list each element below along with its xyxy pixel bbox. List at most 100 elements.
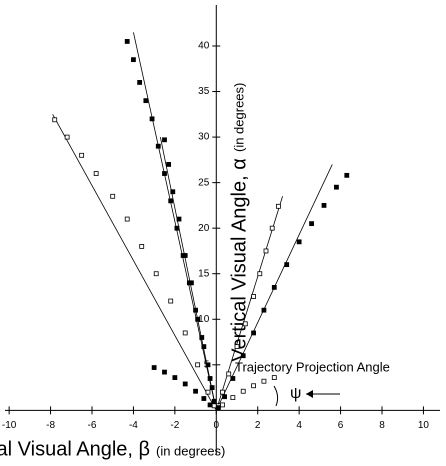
data-point — [168, 198, 174, 204]
x-tick-label: -4 — [129, 420, 138, 431]
x-tick-label: 2 — [255, 420, 261, 431]
data-point — [64, 134, 70, 140]
data-point — [269, 225, 275, 231]
data-point — [334, 184, 339, 190]
data-point — [162, 137, 167, 143]
data-point — [276, 203, 281, 209]
data-point — [79, 152, 85, 158]
data-point — [220, 402, 225, 408]
data-point — [166, 162, 172, 167]
x-axis-unit: (in degrees) — [156, 443, 225, 458]
data-point — [189, 280, 194, 286]
y-label-group: Vertical Visual Angle, α (in degrees) — [228, 83, 250, 362]
data-point — [155, 143, 161, 149]
data-point — [234, 344, 240, 349]
x-tick-label: 6 — [338, 420, 344, 431]
y-tick-label: 25 — [198, 177, 210, 188]
data-point — [251, 294, 256, 299]
data-point — [222, 394, 227, 400]
data-point — [201, 396, 207, 401]
data-point — [124, 216, 130, 222]
data-point — [226, 371, 232, 377]
data-point — [199, 335, 205, 340]
y-axis-label: Vertical Visual Angle, α — [228, 158, 250, 362]
data-point — [176, 216, 182, 222]
data-point — [131, 57, 136, 63]
x-tick-label: -2 — [170, 420, 179, 431]
data-point — [205, 389, 211, 395]
data-point — [143, 98, 149, 104]
data-point — [139, 243, 145, 249]
data-point — [215, 405, 221, 411]
data-point — [195, 362, 201, 368]
data-point — [271, 375, 277, 380]
data-point — [242, 321, 248, 327]
data-point — [195, 316, 201, 322]
data-point — [172, 375, 178, 380]
x-tick-label: 4 — [296, 420, 302, 431]
y-tick-label: 20 — [198, 223, 210, 234]
data-point — [240, 353, 246, 359]
data-point — [151, 365, 157, 370]
data-point — [251, 383, 256, 389]
angle-arc — [273, 385, 279, 407]
data-point — [110, 193, 116, 199]
data-point — [211, 398, 217, 404]
data-point — [284, 262, 290, 268]
x-tick-label: 0 — [214, 420, 220, 431]
data-point — [207, 402, 213, 408]
data-point — [193, 388, 198, 394]
data-point — [162, 171, 167, 176]
arrow-head — [306, 390, 313, 398]
data-point — [220, 389, 225, 395]
x-tick-label: -6 — [88, 420, 97, 431]
data-point — [162, 369, 167, 375]
data-point — [137, 80, 143, 85]
y-tick-label: 15 — [198, 268, 210, 279]
data-point — [168, 298, 174, 304]
y-tick-label: 30 — [198, 132, 210, 143]
data-point — [296, 239, 302, 245]
data-point — [230, 395, 236, 401]
data-point — [251, 330, 256, 336]
data-point — [344, 172, 350, 178]
x-tick-label: -8 — [46, 420, 55, 431]
x-tick-label: 10 — [418, 420, 430, 431]
data-point — [124, 39, 130, 44]
data-point — [182, 253, 188, 258]
data-point — [205, 362, 211, 368]
data-point — [52, 117, 58, 123]
data-point — [149, 116, 155, 122]
x-tick-label: 8 — [379, 420, 385, 431]
data-point — [263, 248, 269, 254]
data-point — [174, 225, 180, 231]
data-point — [261, 378, 267, 384]
data-point — [257, 271, 263, 277]
angle-symbol: ψ — [290, 385, 301, 402]
data-point — [271, 284, 277, 290]
data-point — [182, 381, 188, 387]
data-point — [93, 171, 99, 176]
data-point — [230, 376, 236, 381]
data-point — [170, 189, 176, 195]
fit-line — [52, 114, 217, 411]
data-point — [193, 307, 198, 313]
x-tick-label: -10 — [2, 420, 17, 431]
y-tick-label: 35 — [198, 86, 210, 97]
data-point — [261, 307, 267, 313]
data-point — [240, 388, 246, 394]
data-point — [211, 403, 217, 409]
data-point — [201, 344, 207, 349]
data-point — [153, 271, 159, 277]
x-axis-label: Lateral Visual Angle, β — [0, 438, 150, 460]
data-point — [209, 385, 215, 390]
data-point — [207, 376, 213, 381]
y-axis-unit: (in degrees) — [231, 83, 246, 152]
data-point — [182, 330, 188, 336]
data-point — [309, 221, 314, 227]
y-tick-label: 10 — [198, 314, 210, 325]
y-tick-label: 40 — [198, 41, 210, 52]
annotation: Trajectory Projection Angle — [235, 359, 390, 374]
